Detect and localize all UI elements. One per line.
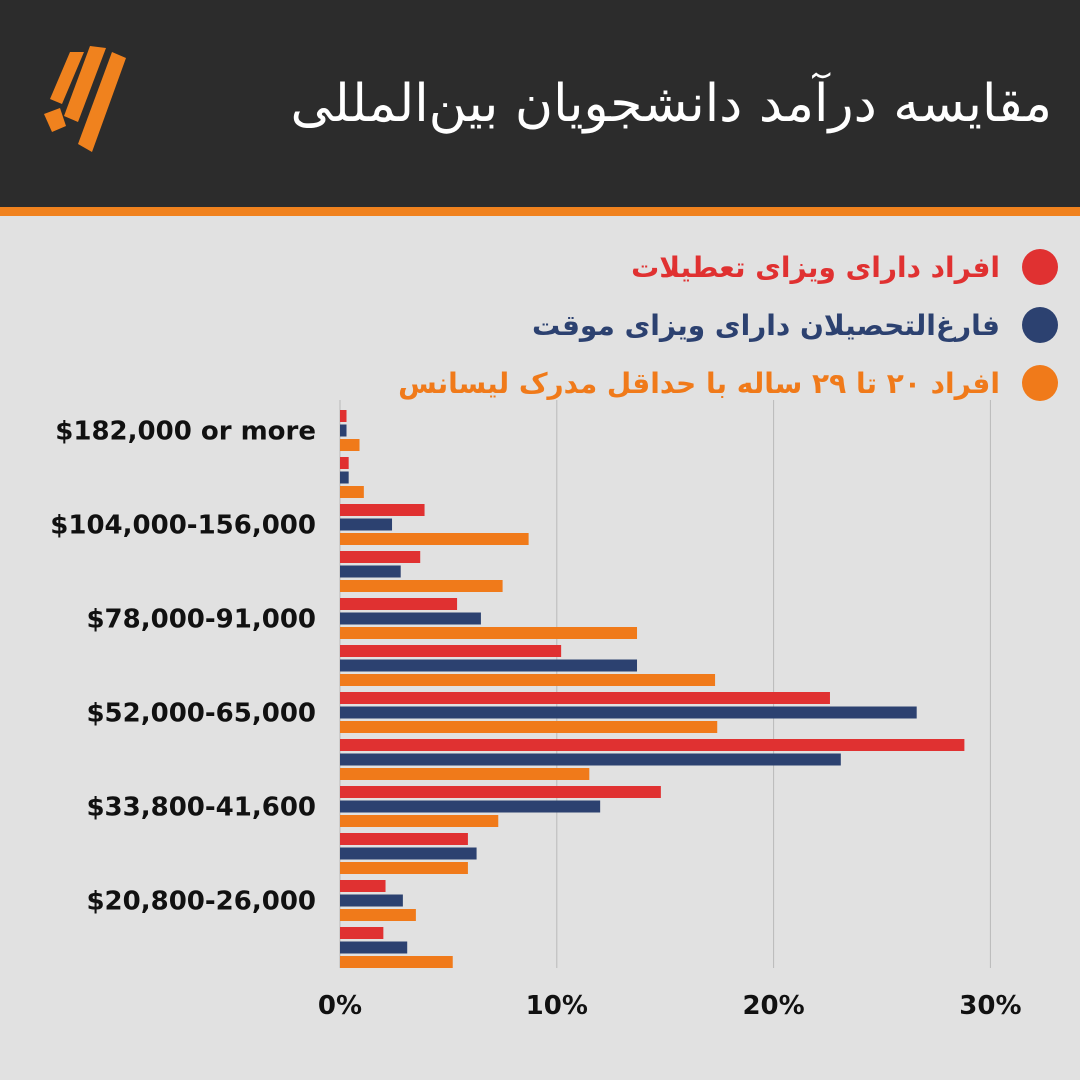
bar [340, 847, 477, 860]
bar [340, 612, 481, 625]
y-category-label: $52,000-65,000 [86, 699, 316, 729]
bar [340, 504, 425, 516]
y-category-label: $33,800-41,600 [86, 793, 316, 823]
bar [340, 880, 386, 892]
bar [340, 706, 917, 719]
header-accent-stripe [0, 207, 1080, 216]
bar [340, 909, 416, 921]
bar [340, 533, 529, 545]
legend-item-holiday-visa: افراد دارای ویزای تعطیلات [258, 238, 1058, 296]
bar [340, 486, 364, 498]
bar [340, 894, 403, 907]
bar [340, 956, 453, 968]
legend-label: افراد ۲۰ تا ۲۹ ساله با حداقل مدرک لیسانس [398, 366, 1000, 400]
y-category-label: $78,000-91,000 [86, 605, 316, 635]
bar [340, 410, 347, 422]
sbs-logo-icon [44, 46, 126, 152]
bar [340, 659, 638, 672]
chart-legend: افراد دارای ویزای تعطیلات فارغ‌التحصیلان… [258, 238, 1058, 412]
legend-label: افراد دارای ویزای تعطیلات [631, 250, 1000, 284]
bar [340, 833, 468, 845]
x-tick-label: 20% [742, 991, 804, 1021]
x-tick-label: 10% [526, 991, 588, 1021]
bar [340, 753, 841, 766]
bar [340, 551, 421, 563]
y-category-label: $104,000-156,000 [50, 511, 316, 541]
x-tick-label: 30% [959, 991, 1021, 1021]
bar [340, 692, 830, 704]
bar [340, 721, 718, 733]
page-title: مقایسه درآمد دانشجویان بین‌المللی [290, 74, 1052, 134]
bar [340, 518, 393, 531]
bar [340, 645, 562, 657]
bar [340, 768, 590, 780]
bar [340, 739, 965, 751]
bar [340, 786, 661, 798]
legend-item-bachelor-20-29: افراد ۲۰ تا ۲۹ ساله با حداقل مدرک لیسانس [258, 354, 1058, 412]
legend-swatch-holiday-visa [1022, 249, 1058, 285]
bar [340, 580, 503, 592]
x-tick-label: 0% [318, 991, 362, 1021]
bar [340, 815, 499, 827]
bar [340, 471, 349, 484]
bar [340, 457, 349, 469]
legend-swatch-graduate-visa [1022, 307, 1058, 343]
legend-label: فارغ‌التحصیلان دارای ویزای موقت [531, 308, 1000, 342]
chart-svg: 0% 10% 20% 30% $182,000 or more $104,000-156,… [50, 400, 1022, 1021]
income-bar-chart: 0% 10% 20% 30% $182,000 or more $104,000-156,… [0, 400, 1080, 1080]
legend-item-graduate-visa: فارغ‌التحصیلان دارای ویزای موقت [258, 296, 1058, 354]
bar [340, 941, 408, 954]
bar [340, 627, 638, 639]
bar [340, 800, 601, 813]
bar [340, 424, 347, 437]
bar [340, 565, 401, 578]
bar [340, 439, 360, 451]
legend-swatch-bachelor-20-29 [1022, 365, 1058, 401]
header-bar: مقایسه درآمد دانشجویان بین‌المللی [0, 0, 1080, 207]
bar [340, 674, 716, 686]
y-category-label: $20,800-26,000 [86, 887, 316, 917]
bar [340, 927, 384, 939]
bar [340, 598, 458, 610]
y-category-label: $182,000 or more [55, 417, 316, 447]
bar [340, 862, 468, 874]
